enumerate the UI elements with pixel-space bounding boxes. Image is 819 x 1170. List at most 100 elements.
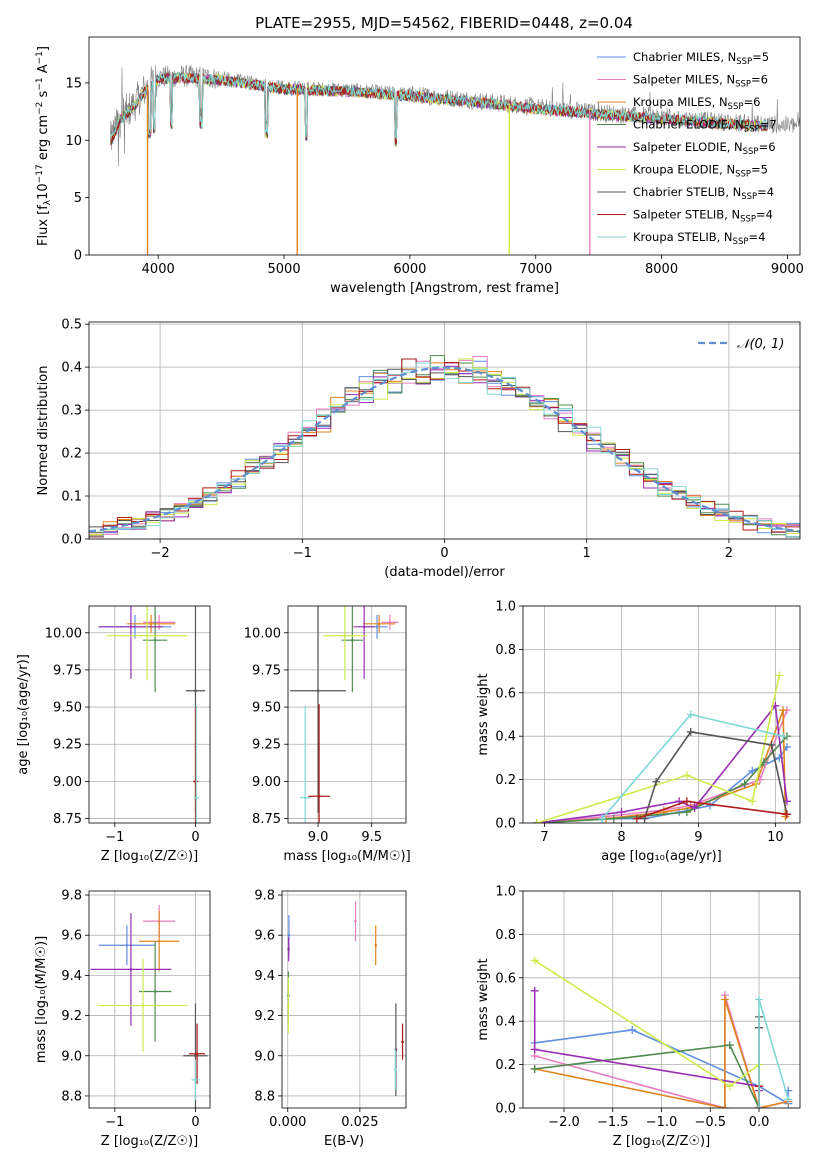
- marker: [720, 1104, 729, 1108]
- subplot-mass-weight-vs-z: −2.0 −1.5 −1.0 −0.5 0.0 0.0 0.2 0.4 0.6 0.8 1.0 Z […: [476, 885, 801, 1149]
- y-tick-label: 0.0: [61, 533, 82, 548]
- y-tick-label: 0.0: [495, 1102, 516, 1117]
- legend-label: Kroupa MILES, NSSP=6: [633, 95, 760, 112]
- data-point: [145, 634, 149, 638]
- figure-title: PLATE=2955, MJD=54562, FIBERID=0448, z=0…: [255, 14, 633, 32]
- x-tick-label: −2.0: [548, 1115, 580, 1130]
- y-tick-label: 9.4: [61, 969, 82, 984]
- x-axis-label: mass [log₁₀(M/M☉)]: [283, 849, 410, 864]
- marker: [725, 1041, 734, 1050]
- data-point: [377, 622, 381, 626]
- y-tick-label: 0.5: [61, 318, 82, 333]
- y-tick-label: 0.2: [61, 447, 82, 462]
- x-tick-label: 0: [440, 546, 448, 561]
- subplot-mass-weight-vs-age: 7 8 9 10 0.0 0.2 0.4 0.6 0.8 1.0 age [log₁₀(age/yr…: [476, 600, 801, 864]
- legend-label: Kroupa STELIB, NSSP=4: [633, 230, 765, 247]
- plot-area: [530, 956, 793, 1108]
- x-tick-label: 5000: [268, 262, 301, 277]
- axes-frame: [88, 890, 211, 1109]
- marker: [682, 808, 691, 817]
- marker: [598, 814, 607, 823]
- marker: [782, 810, 791, 819]
- marker: [755, 995, 764, 1004]
- mass-weight-line: [536, 709, 788, 823]
- x-tick-label: −0.5: [694, 1115, 726, 1130]
- x-tick-label: 4000: [142, 262, 175, 277]
- data-point: [129, 968, 133, 971]
- axes-frame: [88, 321, 801, 540]
- plot-area: [89, 355, 800, 538]
- subplot-residual-distribution: −2 −1 0 1 2 0.0 0.1 0.2 0.3 0.4 0.5 (data-model)/er…: [36, 318, 801, 580]
- data-point: [316, 689, 320, 693]
- subplot-age-vs-mass: 9.0 9.5 8.75 9.00 9.25 9.50 9.75 10.00 mass [log…: [244, 605, 411, 864]
- x-tick-label: 8000: [645, 262, 678, 277]
- x-tick-label: 9000: [771, 262, 804, 277]
- y-tick-label: 8.75: [252, 812, 281, 827]
- subplot-age-vs-z: −1 0 8.75 9.00 9.25 9.50 9.75 10.00 Z [log₁₀(Z/Z…: [16, 605, 211, 864]
- marker: [767, 740, 776, 749]
- y-tick-label: 9.2: [61, 1009, 82, 1024]
- residual-histogram: [89, 362, 800, 537]
- axes-frame: [287, 605, 407, 824]
- marker: [686, 710, 695, 719]
- x-axis-label: age [log₁₀(age/yr)]: [601, 849, 722, 864]
- marker: [748, 766, 757, 775]
- x-axis-label: Z [log₁₀(Z/Z☉)]: [613, 1134, 710, 1149]
- y-tick-label: 0.1: [61, 490, 82, 505]
- y-tick-label: 10: [65, 134, 82, 149]
- data-point: [388, 621, 392, 624]
- axes-frame: [522, 890, 801, 1109]
- x-tick-label: 6000: [393, 262, 426, 277]
- y-tick-label: 9.50: [252, 701, 281, 716]
- normal-legend-label: 𝒩(0, 1): [737, 337, 784, 352]
- x-tick-label: 0.0: [749, 1115, 770, 1130]
- marker: [530, 1064, 539, 1073]
- y-tick-label: 0.8: [495, 643, 516, 658]
- axes-frame: [281, 890, 407, 1109]
- y-axis-label: Flux [fλ10−17 erg cm−2 s−1 A−1]: [35, 46, 53, 246]
- data-point: [129, 625, 133, 629]
- data-point: [141, 1004, 145, 1007]
- data-point: [157, 939, 161, 943]
- y-tick-label: 0.8: [495, 928, 516, 943]
- y-tick-label: 0.4: [495, 730, 516, 745]
- model-spectrum-line: [110, 72, 769, 145]
- x-axis-label: Z [log₁₀(Z/Z☉)]: [101, 849, 198, 864]
- plot-area: [287, 901, 404, 1096]
- x-tick-label: 0.025: [341, 1115, 378, 1130]
- y-axis-label: mass weight: [476, 673, 491, 755]
- y-axis-label: mass [log₁₀(M/M☉)]: [34, 936, 49, 1063]
- y-axis-label: mass weight: [476, 958, 491, 1040]
- y-tick-label: 10.00: [45, 626, 82, 641]
- marker: [617, 808, 626, 817]
- x-tick-label: 9.5: [361, 830, 382, 845]
- y-tick-label: 1.0: [495, 600, 516, 615]
- data-point: [401, 1040, 404, 1043]
- data-point: [375, 625, 379, 629]
- axes-frame: [88, 605, 211, 824]
- legend-label: Chabrier ELODIE, NSSP=7: [633, 118, 777, 135]
- y-tick-label: 9.50: [53, 701, 82, 716]
- y-tick-label: 0: [74, 249, 82, 264]
- y-tick-label: 0.4: [61, 361, 82, 376]
- x-tick-label: 0.000: [269, 1115, 306, 1130]
- y-tick-label: 9.00: [252, 775, 281, 790]
- data-point: [157, 621, 161, 624]
- y-tick-label: 9.0: [254, 1049, 275, 1064]
- marker: [784, 1095, 793, 1104]
- data-point: [194, 689, 197, 693]
- marker: [532, 819, 541, 823]
- y-tick-label: 8.8: [254, 1089, 275, 1104]
- y-tick-label: 9.0: [61, 1049, 82, 1064]
- marker: [748, 797, 757, 806]
- y-tick-label: 0.3: [61, 404, 82, 419]
- data-point: [317, 794, 321, 798]
- plot-area: [290, 606, 399, 823]
- legend-label: Chabrier MILES, NSSP=5: [633, 50, 769, 67]
- marker: [775, 671, 784, 680]
- y-tick-label: 0.4: [495, 1015, 516, 1030]
- subplot-spectrum: 4000 5000 6000 7000 8000 9000 0 5 10 15 wavelength…: [35, 36, 804, 296]
- data-point: [194, 1078, 197, 1082]
- x-axis-label: (data-model)/error: [384, 565, 505, 580]
